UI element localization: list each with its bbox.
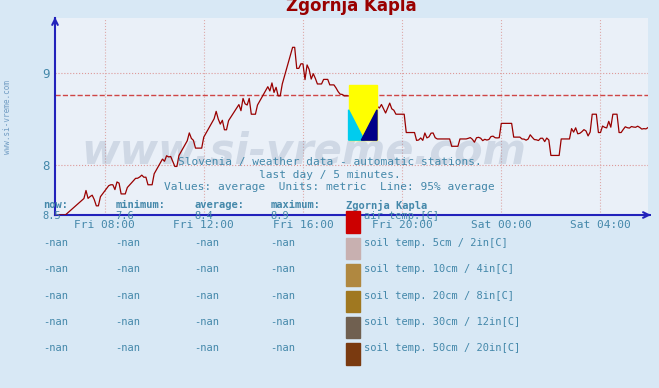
Text: -nan: -nan — [115, 264, 140, 274]
Polygon shape — [361, 110, 377, 140]
Text: Slovenia / weather data - automatic stations.: Slovenia / weather data - automatic stat… — [178, 157, 481, 167]
Text: -nan: -nan — [270, 317, 295, 327]
Text: -nan: -nan — [115, 343, 140, 353]
Text: soil temp. 10cm / 4in[C]: soil temp. 10cm / 4in[C] — [364, 264, 515, 274]
Text: now:: now: — [43, 200, 68, 210]
Text: air temp.[C]: air temp.[C] — [364, 211, 440, 222]
Text: soil temp. 30cm / 12in[C]: soil temp. 30cm / 12in[C] — [364, 317, 521, 327]
Text: -nan: -nan — [43, 343, 68, 353]
Text: -nan: -nan — [270, 238, 295, 248]
Text: minimum:: minimum: — [115, 200, 165, 210]
Text: -nan: -nan — [194, 264, 219, 274]
Text: -nan: -nan — [270, 291, 295, 301]
Text: -nan: -nan — [43, 291, 68, 301]
Text: -nan: -nan — [43, 238, 68, 248]
Text: 7.6: 7.6 — [115, 211, 134, 222]
Text: 8.9: 8.9 — [270, 211, 289, 222]
Text: -nan: -nan — [270, 343, 295, 353]
Text: Zgornja Kapla: Zgornja Kapla — [346, 200, 427, 211]
Text: average:: average: — [194, 200, 244, 210]
Text: last day / 5 minutes.: last day / 5 minutes. — [258, 170, 401, 180]
Text: -nan: -nan — [194, 343, 219, 353]
Text: 8.4: 8.4 — [194, 211, 213, 222]
Text: -nan: -nan — [115, 238, 140, 248]
Text: maximum:: maximum: — [270, 200, 320, 210]
Text: www.si-vreme.com: www.si-vreme.com — [3, 80, 13, 154]
Text: soil temp. 50cm / 20in[C]: soil temp. 50cm / 20in[C] — [364, 343, 521, 353]
Text: 8.5: 8.5 — [43, 211, 61, 222]
Text: www.si-vreme.com: www.si-vreme.com — [82, 131, 527, 173]
Title: Zgornja Kapla: Zgornja Kapla — [286, 0, 416, 15]
Text: soil temp. 20cm / 8in[C]: soil temp. 20cm / 8in[C] — [364, 291, 515, 301]
Polygon shape — [349, 110, 364, 140]
Text: -nan: -nan — [43, 264, 68, 274]
Text: -nan: -nan — [270, 264, 295, 274]
Text: -nan: -nan — [43, 317, 68, 327]
Bar — [349, 85, 377, 140]
Text: soil temp. 5cm / 2in[C]: soil temp. 5cm / 2in[C] — [364, 238, 508, 248]
Text: -nan: -nan — [194, 291, 219, 301]
Text: -nan: -nan — [115, 317, 140, 327]
Text: -nan: -nan — [194, 317, 219, 327]
Text: -nan: -nan — [194, 238, 219, 248]
Text: Values: average  Units: metric  Line: 95% average: Values: average Units: metric Line: 95% … — [164, 182, 495, 192]
Text: -nan: -nan — [115, 291, 140, 301]
